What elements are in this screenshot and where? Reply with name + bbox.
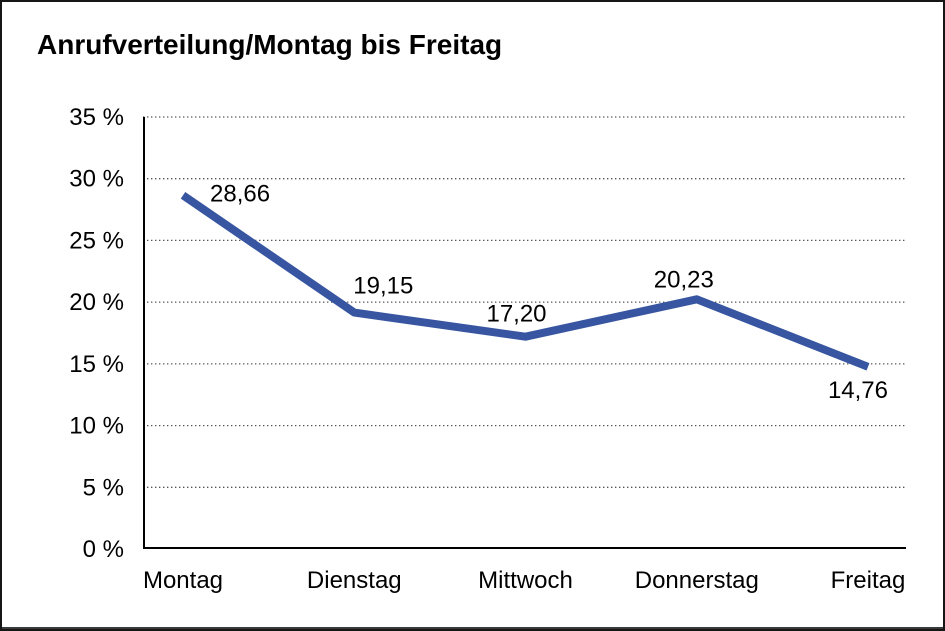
chart-title: Anrufverteilung/Montag bis Freitag xyxy=(37,29,503,60)
x-category-label: Montag xyxy=(143,567,223,594)
data-point-label: 28,66 xyxy=(210,180,270,207)
y-tick-label: 0 % xyxy=(83,536,124,563)
y-tick-label: 30 % xyxy=(69,166,124,193)
y-tick-label: 35 % xyxy=(69,104,124,131)
y-tick-label: 5 % xyxy=(83,474,124,501)
y-tick-label: 25 % xyxy=(69,227,124,254)
data-point-label: 20,23 xyxy=(654,266,714,293)
x-category-label: Donnerstag xyxy=(635,567,759,594)
data-line xyxy=(180,191,870,371)
data-point-label: 19,15 xyxy=(353,273,413,300)
data-point-label: 14,76 xyxy=(828,377,888,404)
data-point-label: 17,20 xyxy=(486,301,546,328)
x-category-label: Mittwoch xyxy=(478,567,573,594)
y-tick-label: 20 % xyxy=(69,289,124,316)
y-tick-label: 15 % xyxy=(69,351,124,378)
x-category-label: Dienstag xyxy=(307,567,402,594)
y-tick-label: 10 % xyxy=(69,413,124,440)
x-category-label: Freitag xyxy=(831,567,906,594)
